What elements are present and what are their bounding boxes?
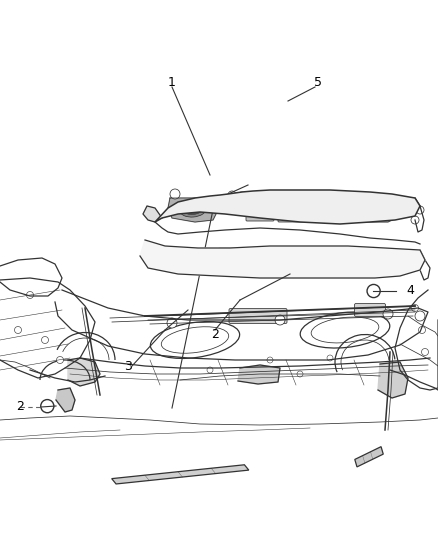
Circle shape: [416, 206, 424, 214]
Ellipse shape: [354, 201, 382, 215]
Circle shape: [421, 349, 428, 356]
Circle shape: [275, 315, 285, 325]
Circle shape: [57, 357, 64, 364]
FancyBboxPatch shape: [246, 207, 274, 221]
Polygon shape: [143, 206, 162, 222]
FancyBboxPatch shape: [240, 192, 270, 208]
Circle shape: [42, 336, 49, 343]
Circle shape: [411, 216, 419, 224]
Circle shape: [228, 191, 236, 199]
Polygon shape: [355, 447, 383, 467]
Circle shape: [27, 292, 33, 298]
Circle shape: [327, 355, 333, 361]
Polygon shape: [238, 365, 280, 384]
Polygon shape: [378, 362, 408, 398]
Text: 5: 5: [314, 77, 322, 90]
Polygon shape: [56, 388, 75, 412]
Polygon shape: [140, 240, 425, 278]
Ellipse shape: [180, 203, 206, 217]
Polygon shape: [168, 198, 218, 222]
Polygon shape: [155, 190, 420, 224]
Polygon shape: [112, 465, 249, 484]
Polygon shape: [68, 358, 100, 386]
Circle shape: [411, 304, 418, 311]
FancyBboxPatch shape: [218, 248, 292, 262]
Circle shape: [14, 327, 21, 334]
FancyBboxPatch shape: [354, 303, 385, 317]
Circle shape: [41, 400, 54, 413]
Circle shape: [167, 318, 177, 328]
Text: 2: 2: [16, 400, 24, 414]
Ellipse shape: [359, 204, 377, 213]
FancyBboxPatch shape: [229, 309, 287, 324]
Ellipse shape: [184, 205, 202, 215]
Circle shape: [367, 285, 380, 297]
Circle shape: [257, 373, 263, 379]
Text: 1: 1: [168, 77, 176, 90]
Circle shape: [207, 367, 213, 373]
Polygon shape: [338, 194, 400, 222]
FancyBboxPatch shape: [280, 192, 310, 208]
Ellipse shape: [300, 201, 320, 211]
FancyBboxPatch shape: [278, 208, 306, 222]
Circle shape: [297, 371, 303, 377]
Circle shape: [267, 357, 273, 363]
Circle shape: [415, 311, 425, 321]
Text: 3: 3: [124, 359, 132, 373]
Circle shape: [418, 327, 425, 334]
FancyBboxPatch shape: [293, 248, 362, 262]
Circle shape: [383, 309, 393, 319]
Circle shape: [170, 189, 180, 199]
Text: 2: 2: [211, 327, 219, 341]
Text: 4: 4: [406, 285, 414, 297]
